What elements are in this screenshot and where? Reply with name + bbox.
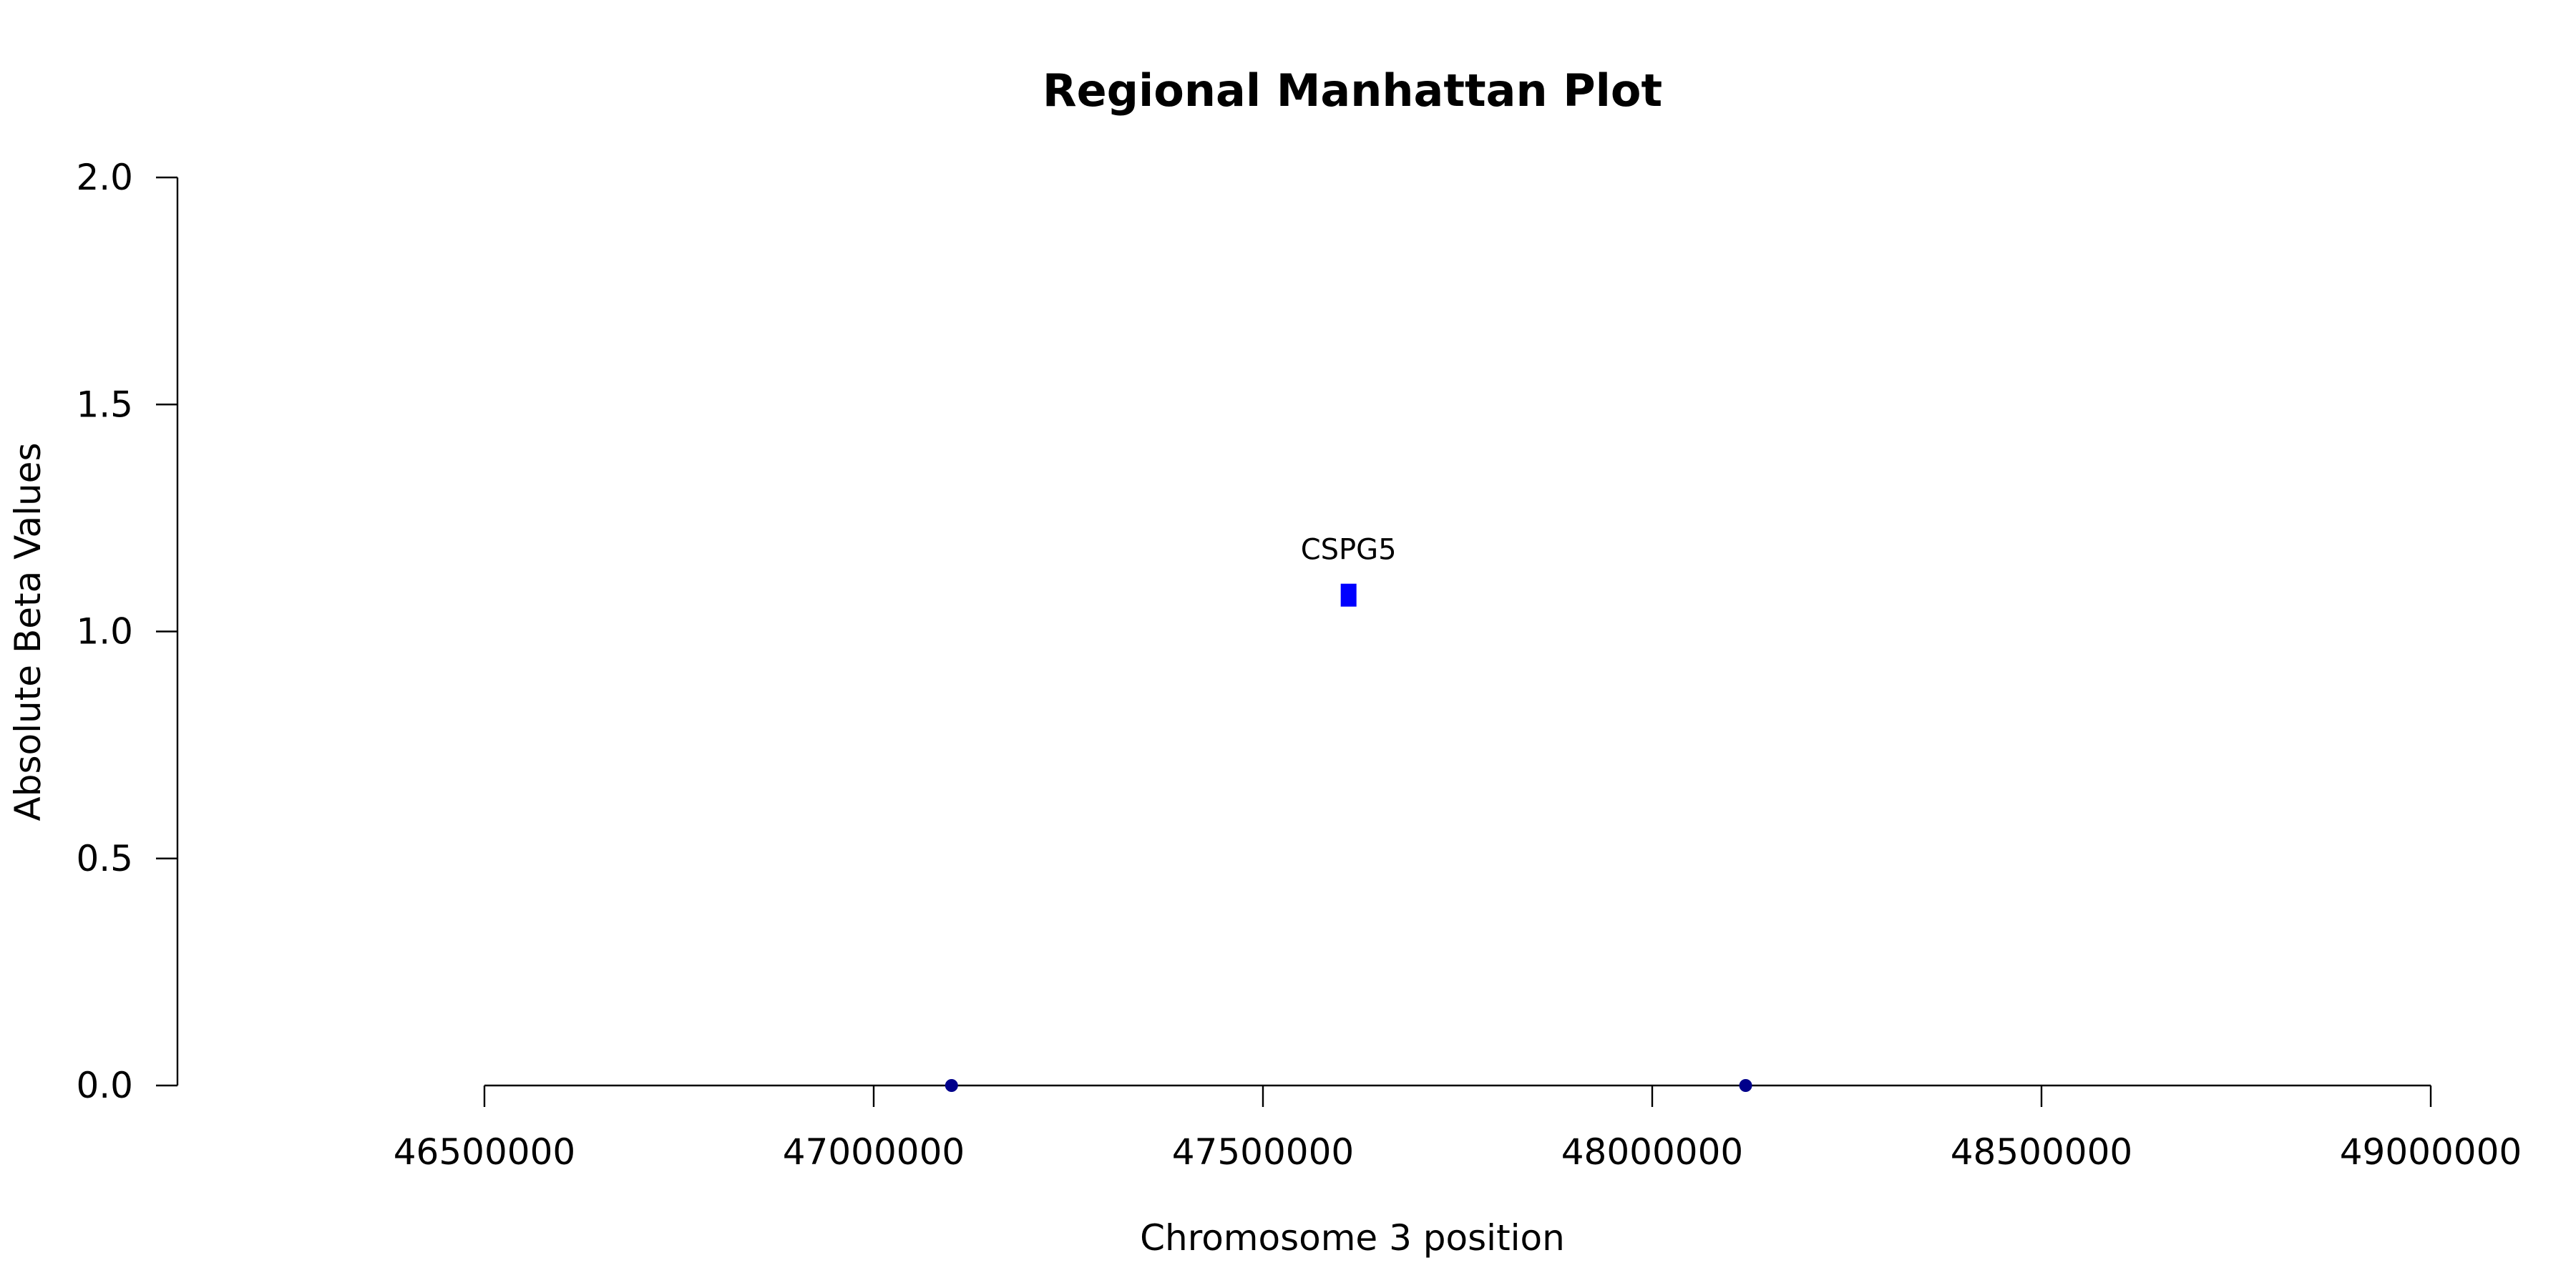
y-tick-label: 2.0 [76, 157, 133, 198]
point-label: CSPG5 [1301, 534, 1397, 567]
x-tick-label: 47000000 [783, 1131, 965, 1173]
y-tick-label: 0.5 [76, 838, 133, 879]
x-axis: 46500000 47000000 47500000 48000000 48500000… [394, 1084, 2522, 1173]
x-tick-label: 46500000 [394, 1131, 576, 1173]
y-axis: 0.0 0.5 1.0 1.5 2.0 [76, 157, 179, 1106]
y-tick-label: 0.0 [76, 1065, 133, 1106]
data-point [945, 1079, 958, 1092]
y-axis-title: Absolute Beta Values [7, 443, 49, 821]
x-tick-label: 47500000 [1172, 1131, 1355, 1173]
x-axis-title: Chromosome 3 position [1140, 1217, 1565, 1259]
y-tick-label: 1.5 [76, 384, 133, 425]
data-point-square [1340, 583, 1357, 607]
x-tick-label: 48000000 [1561, 1131, 1744, 1173]
data-point [1739, 1079, 1752, 1092]
chart-title: Regional Manhattan Plot [1043, 64, 1662, 117]
y-tick-label: 1.0 [76, 611, 133, 653]
x-tick-label: 49000000 [2340, 1131, 2522, 1173]
x-tick-label: 48500000 [1951, 1131, 2133, 1173]
data-points: CSPG5 [945, 534, 1752, 1092]
